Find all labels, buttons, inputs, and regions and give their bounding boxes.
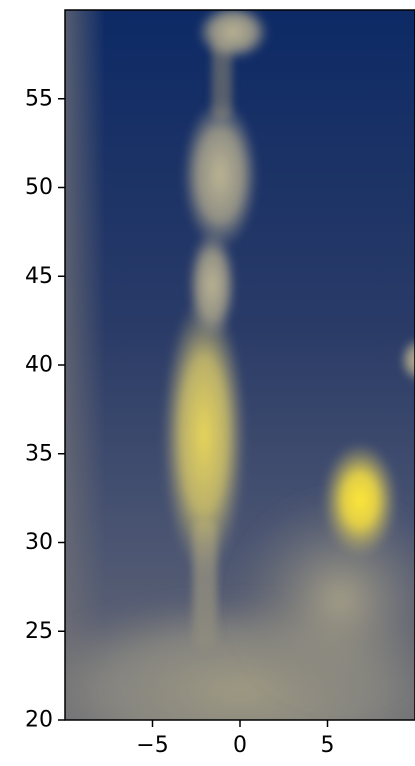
heatmap-column-lower	[162, 295, 246, 575]
x-tick-label: 0	[233, 733, 247, 758]
heatmap-stem-upper	[212, 40, 232, 120]
y-tick-label: 35	[25, 441, 53, 466]
y-tick-label: 55	[25, 86, 53, 111]
y-tick-label: 45	[25, 264, 53, 289]
y-axis: 20 25 30 35 40 45 50 55	[25, 86, 65, 733]
heatmap-left-band	[65, 10, 105, 720]
y-tick-label: 30	[25, 530, 53, 555]
x-tick-label: −5	[136, 733, 168, 758]
y-tick-label: 40	[25, 353, 53, 378]
heatmap-column-upper	[182, 100, 258, 250]
heatmap-image	[65, 10, 415, 720]
heatmap-column-neck	[188, 230, 236, 340]
heatmap-bright-spot	[322, 442, 398, 558]
y-tick-label: 20	[25, 708, 53, 733]
x-axis: −5 0 5	[136, 720, 335, 758]
heatmap-right-edge-blob	[400, 338, 415, 382]
y-tick-label: 50	[25, 175, 53, 200]
heatmap-top-blob	[197, 10, 269, 60]
y-tick-label: 25	[25, 619, 53, 644]
x-tick-label: 5	[321, 733, 335, 758]
